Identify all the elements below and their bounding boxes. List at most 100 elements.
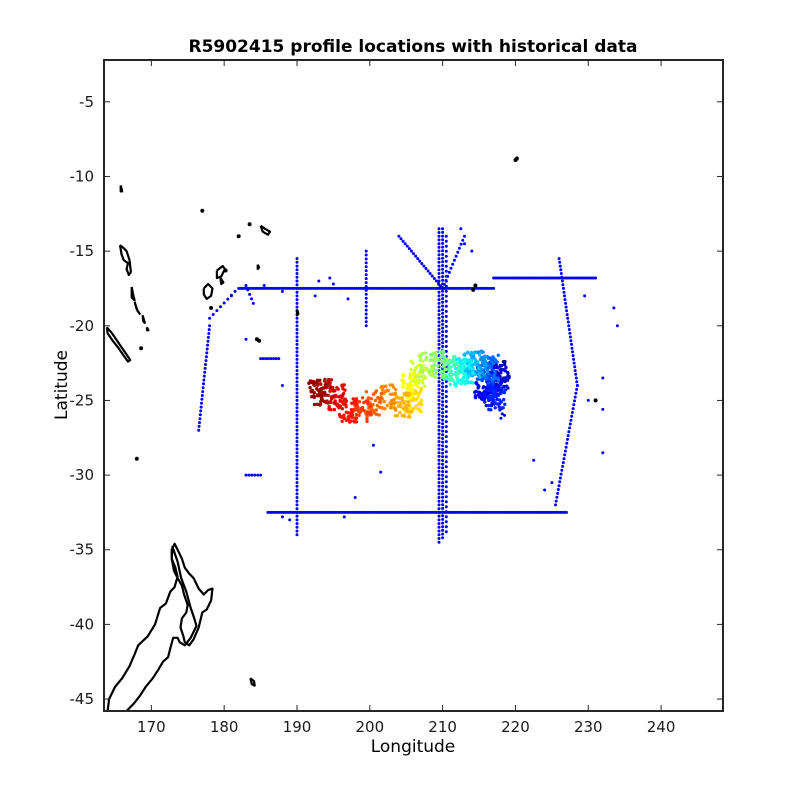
profile-point: [388, 401, 392, 405]
historical-point: [569, 339, 573, 343]
historical-point: [441, 304, 445, 308]
profile-point: [435, 368, 439, 373]
historical-point: [437, 305, 441, 309]
historical-point: [295, 316, 299, 320]
historical-point: [437, 540, 441, 544]
profile-point: [445, 357, 450, 361]
historical-point: [305, 286, 309, 290]
historical-point: [441, 315, 445, 319]
historical-point: [447, 270, 451, 274]
historical-point: [559, 268, 563, 272]
historical-point: [441, 448, 445, 451]
historical-point: [295, 328, 299, 331]
historical-point: [441, 429, 445, 433]
historical-point: [594, 276, 598, 280]
profile-point: [463, 372, 468, 377]
historical-point: [483, 286, 487, 290]
historical-point: [444, 385, 448, 388]
historical-point: [295, 458, 299, 462]
profile-point: [478, 353, 482, 357]
historical-point: [355, 286, 358, 290]
historical-point: [568, 426, 572, 430]
historical-point: [211, 313, 215, 316]
historical-point: [444, 259, 448, 263]
historical-point: [567, 328, 571, 331]
profile-point: [441, 349, 445, 353]
profile-point: [497, 405, 501, 409]
historical-point: [437, 469, 441, 473]
profile-point: [476, 393, 480, 397]
historical-point: [575, 384, 579, 387]
historical-point: [361, 286, 365, 290]
historical-point: [559, 272, 563, 275]
historical-point: [444, 450, 448, 454]
historical-point: [252, 286, 256, 290]
historical-point: [437, 462, 441, 466]
island-point: [223, 268, 228, 273]
historical-point: [452, 258, 456, 262]
historical-point: [295, 272, 299, 275]
historical-point: [437, 413, 441, 417]
profile-point: [477, 372, 481, 376]
profile-point: [497, 402, 502, 406]
historical-point: [444, 314, 448, 318]
historical-point: [430, 286, 433, 290]
profile-point: [491, 381, 495, 385]
historical-point: [261, 357, 265, 361]
profile-point: [487, 403, 491, 408]
historical-point: [444, 415, 448, 419]
historical-point: [320, 286, 324, 290]
historical-point: [441, 286, 445, 290]
historical-point: [244, 473, 248, 477]
profile-point: [312, 402, 317, 407]
historical-point: [441, 481, 445, 485]
profile-point: [472, 351, 476, 356]
historical-point: [441, 477, 445, 481]
historical-point: [445, 286, 448, 290]
historical-point: [441, 517, 445, 521]
historical-point: [557, 484, 561, 488]
historical-point: [393, 286, 397, 290]
historical-point: [331, 282, 335, 286]
profile-point: [312, 394, 316, 398]
profile-point: [335, 386, 339, 390]
historical-point: [437, 335, 441, 339]
profile-point: [434, 371, 438, 375]
historical-point: [295, 469, 299, 473]
profile-point: [463, 352, 467, 356]
profile-point: [386, 389, 390, 393]
historical-point: [342, 286, 346, 290]
historical-point: [437, 313, 441, 317]
profile-point: [393, 414, 398, 418]
historical-point: [572, 361, 576, 365]
profile-point: [366, 401, 370, 405]
historical-point: [208, 316, 212, 320]
profile-point: [451, 378, 455, 382]
profile-point: [492, 366, 496, 370]
historical-point: [364, 285, 368, 288]
historical-point: [292, 286, 296, 290]
historical-point: [350, 286, 354, 290]
historical-point: [477, 286, 481, 290]
historical-point: [269, 357, 273, 361]
profile-point: [468, 380, 473, 385]
historical-point: [295, 369, 299, 373]
historical-point: [367, 286, 371, 290]
historical-point: [466, 286, 470, 290]
profile-point: [456, 370, 460, 374]
profile-point: [416, 372, 421, 377]
profile-point: [354, 416, 359, 420]
historical-point: [364, 281, 368, 285]
island-point: [200, 208, 205, 213]
historical-point: [441, 227, 445, 231]
profile-point: [381, 388, 385, 392]
historical-point: [441, 459, 445, 462]
profile-point: [417, 391, 421, 396]
historical-point: [364, 324, 368, 328]
historical-point: [380, 286, 384, 290]
historical-point: [447, 286, 451, 290]
historical-point: [437, 499, 441, 503]
historical-point: [288, 518, 292, 522]
historical-point: [441, 297, 445, 301]
